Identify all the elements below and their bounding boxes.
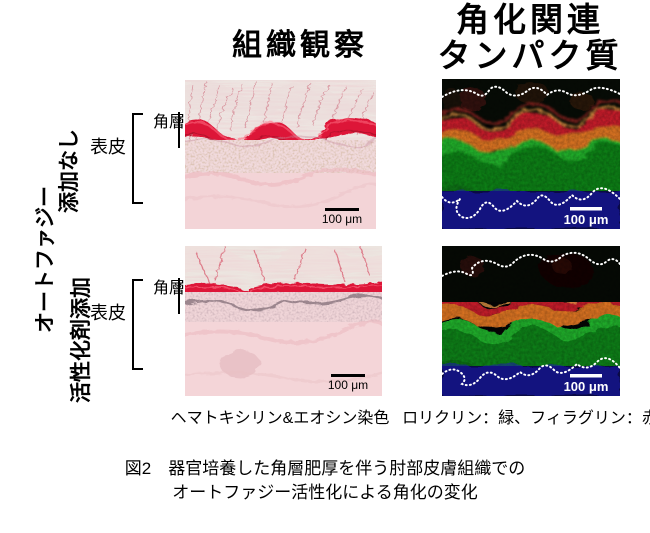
svg-text:100 μm: 100 μm [564, 212, 609, 227]
svg-text:100 μm: 100 μm [328, 378, 368, 392]
svg-text:100 μm: 100 μm [322, 212, 362, 226]
svg-text:100 μm: 100 μm [564, 379, 609, 394]
